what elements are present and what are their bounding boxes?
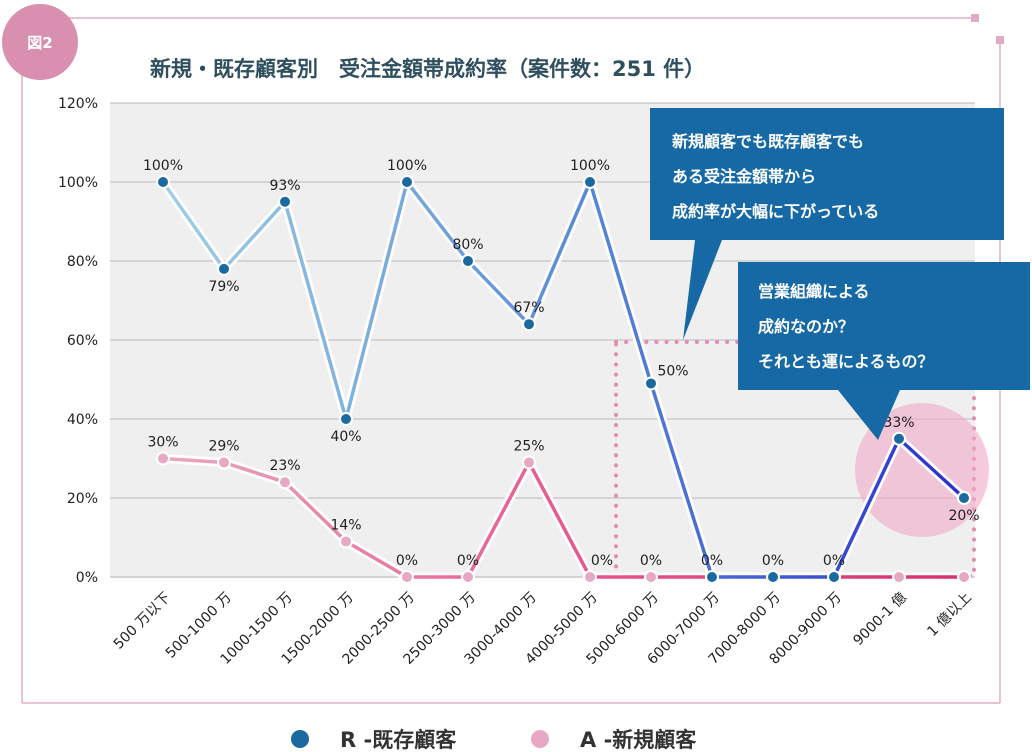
data-label: 100%	[143, 158, 183, 174]
data-labels: 30% 29% 23% 14% 0% 0% 25% 0% 0% 100% 79% 93% 40% 100%…	[143, 158, 980, 569]
y-tick-label: 120%	[58, 96, 98, 112]
data-label: 100%	[570, 158, 610, 174]
y-tick-label: 20%	[67, 491, 98, 507]
callout-2-line-3: それとも運によるもの？	[758, 352, 934, 371]
legend-marker-a	[531, 730, 549, 748]
data-label: 0%	[762, 553, 784, 569]
data-label: 23%	[269, 458, 300, 474]
x-tick-label: 9000-1 億	[850, 590, 909, 649]
y-tick-label: 0%	[76, 570, 98, 586]
data-label: 0%	[823, 553, 845, 569]
data-label: 20%	[948, 508, 979, 524]
series-point	[894, 433, 904, 444]
legend: R -既存顧客 A -新規顧客	[269, 728, 697, 752]
data-label: 14%	[330, 517, 361, 533]
series-layer	[156, 175, 971, 584]
series-point	[768, 572, 778, 582]
series-point	[463, 572, 473, 582]
data-label: 25%	[513, 438, 544, 454]
data-label: 100%	[387, 158, 427, 174]
series-point	[402, 572, 412, 582]
callout-2: 営業組織による 成約なのか？ それとも運によるもの？	[738, 262, 1030, 440]
series-line-0	[161, 180, 966, 579]
data-label: 0%	[457, 553, 479, 569]
callout-1: 新規顧客でも既存顧客でも ある受注金額帯から 成約率が大幅に下がっている	[650, 108, 1004, 340]
data-label: 33%	[883, 415, 914, 431]
callout-2-line-2: 成約なのか？	[758, 317, 854, 336]
legend-label-r: R -既存顧客	[340, 728, 457, 752]
series-point	[894, 572, 904, 582]
data-label: 0%	[640, 553, 662, 569]
series-point	[463, 256, 473, 266]
series-point	[219, 457, 229, 468]
series-point	[646, 378, 656, 389]
series-point	[707, 572, 717, 582]
data-label: 40%	[330, 429, 361, 445]
callout-1-bubble	[650, 108, 1004, 340]
x-tick-label: 1 億以上	[924, 590, 974, 640]
legend-item-a: A -新規顧客	[509, 728, 697, 752]
series-point	[280, 196, 290, 207]
frame-corner-square	[971, 14, 979, 22]
callout-2-bubble	[738, 262, 1030, 440]
callout-1-line-2: ある受注金額帯から	[672, 167, 816, 186]
series-point	[158, 453, 168, 464]
chart-title: 新規・既存顧客別 受注金額帯成約率（案件数：251 件）	[150, 57, 705, 81]
series-point	[585, 572, 595, 582]
data-label: 0%	[396, 553, 418, 569]
series-point	[829, 572, 839, 582]
callout-2-line-1: 営業組織による	[758, 282, 870, 301]
data-label: 0%	[591, 553, 613, 569]
y-tick-label: 60%	[67, 333, 98, 349]
series-point	[341, 414, 351, 424]
series-point	[959, 493, 969, 503]
series-point	[959, 572, 969, 582]
data-label: 0%	[701, 553, 723, 569]
series-point	[219, 263, 229, 274]
series-point	[402, 177, 412, 187]
legend-label-a: A -新規顧客	[580, 728, 697, 752]
y-axis-ticks: 0% 20% 40% 60% 80% 100% 120%	[58, 96, 98, 586]
legend-marker-r	[291, 730, 309, 748]
figure-badge-label: 図2	[27, 34, 52, 52]
data-label: 30%	[147, 435, 178, 451]
series-point	[158, 177, 168, 187]
y-tick-label: 80%	[67, 254, 98, 270]
data-label: 93%	[269, 178, 300, 194]
y-tick-label: 40%	[67, 412, 98, 428]
series-point	[280, 477, 290, 488]
data-label: 67%	[513, 300, 544, 316]
x-tick-label: 500 万以下	[111, 590, 174, 653]
figure-badge	[2, 4, 78, 80]
legend-item-r: R -既存顧客	[269, 728, 457, 752]
series-point	[341, 536, 351, 547]
frame-corner-square	[996, 36, 1004, 44]
series-point	[646, 572, 656, 582]
highlight-circle	[855, 403, 989, 537]
series-point	[585, 177, 595, 187]
data-label: 29%	[208, 438, 239, 454]
series-point	[524, 319, 534, 330]
series-point	[524, 457, 534, 468]
data-label: 79%	[208, 279, 239, 295]
y-tick-label: 100%	[58, 175, 98, 191]
data-label: 80%	[452, 237, 483, 253]
data-label: 50%	[657, 363, 688, 379]
callout-1-line-1: 新規顧客でも既存顧客でも	[672, 132, 864, 151]
callout-1-line-3: 成約率が大幅に下がっている	[672, 202, 879, 221]
